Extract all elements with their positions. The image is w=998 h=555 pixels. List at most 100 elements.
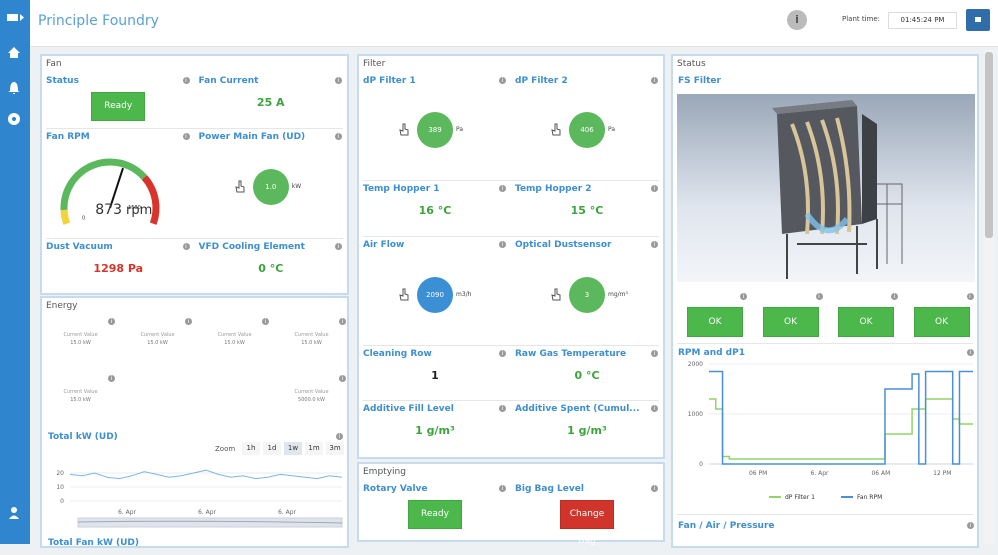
widget-value: 1 g/m³ — [567, 424, 607, 437]
info-icon[interactable]: i — [891, 293, 898, 300]
status-indicator[interactable]: OK — [762, 307, 819, 337]
info-icon[interactable]: i — [182, 133, 190, 140]
zoom-button[interactable]: 1m — [305, 442, 323, 455]
info-icon[interactable]: i — [967, 522, 974, 529]
menu-arrow — [20, 14, 24, 21]
user-icon-body — [9, 515, 19, 519]
status-indicator[interactable]: OK — [687, 307, 743, 337]
info-icon[interactable]: i — [651, 241, 658, 248]
touch-icon — [551, 123, 561, 136]
home-icon[interactable] — [8, 47, 20, 58]
info-icon[interactable]: i — [335, 77, 342, 84]
info-icon[interactable]: i — [339, 375, 346, 382]
bell-icon[interactable] — [8, 82, 20, 94]
info-icon[interactable]: i — [185, 318, 192, 325]
info-icon[interactable]: i — [815, 293, 823, 300]
info-icon[interactable]: i — [967, 349, 974, 356]
widget-label: Fan RPM — [46, 132, 90, 142]
action-button[interactable]: Ready — [91, 92, 146, 121]
info-icon[interactable]: i — [108, 318, 115, 325]
widget-value: 0 °C — [258, 262, 284, 275]
info-icon[interactable]: i — [336, 433, 343, 440]
value-unit: kW — [291, 183, 302, 190]
filter-legs — [786, 219, 878, 279]
legend-label: Fan RPM — [857, 494, 882, 501]
y-tick-label: 0 — [60, 498, 64, 505]
value-unit: m3/h — [456, 290, 472, 298]
info-icon[interactable]: i — [651, 77, 658, 84]
touch-icon-shape — [551, 123, 561, 136]
info-icon[interactable]: i — [740, 293, 747, 300]
sidebar-icons — [7, 14, 24, 519]
legend-label: dP Filter 1 — [785, 494, 815, 501]
stairs — [877, 183, 903, 264]
series-line — [709, 370, 973, 465]
widget-label: Fan Current — [198, 76, 259, 86]
tile-value: 15.0 kW — [70, 397, 91, 403]
dashboard-icon-center — [12, 117, 16, 121]
gauge: 0 1500 873 rpm — [60, 158, 160, 225]
menu-icon[interactable] — [7, 14, 18, 21]
zoom-button[interactable]: 1h — [242, 442, 260, 455]
zoom-label: Zoom — [215, 445, 236, 453]
tile-label: Current Value — [294, 389, 329, 395]
action-button[interactable]: Ready — [408, 500, 462, 529]
filter-pipes — [790, 117, 852, 235]
value-circle: 406 — [569, 112, 605, 148]
info-icon[interactable]: i — [499, 185, 506, 192]
zoom-button[interactable]: 1w — [284, 442, 302, 455]
info-icon[interactable]: i — [499, 241, 506, 248]
info-icon[interactable]: i — [651, 185, 658, 192]
app-title: Principle Foundry — [38, 13, 159, 29]
value-circle: 3 — [569, 276, 605, 313]
sidebar — [0, 0, 30, 544]
air-flow — [804, 212, 850, 234]
tile-label: Current Value — [294, 332, 329, 338]
status-indicator[interactable]: OK — [913, 307, 970, 337]
zoom-button[interactable]: 1d — [263, 442, 281, 455]
info-icon[interactable]: i — [651, 405, 658, 412]
touch-icon — [399, 123, 409, 136]
user-icon[interactable] — [11, 507, 17, 513]
info-icon[interactable]: i — [339, 318, 346, 325]
status-indicator[interactable]: OK — [838, 307, 894, 337]
value-circle: 389 — [417, 112, 453, 148]
value-unit: mg/m³ — [608, 290, 628, 298]
menu-button-icon — [975, 17, 981, 22]
tile-value: 15.0 kW — [301, 340, 322, 346]
info-icon[interactable]: i — [108, 375, 115, 382]
info-icon[interactable]: i — [966, 293, 974, 300]
info-button[interactable]: i — [787, 10, 807, 30]
touch-icon-shape — [235, 180, 245, 193]
info-icon[interactable]: i — [499, 350, 506, 357]
value-circle: 2090 — [417, 276, 453, 313]
row-divider — [363, 236, 659, 237]
tile-label: Current Value — [217, 332, 252, 338]
info-icon[interactable]: i — [262, 318, 269, 325]
panel-title: Energy — [46, 301, 78, 311]
scrollbar[interactable] — [984, 50, 994, 544]
energy-panel: Energy i Current Value 15.0 kW i Current Valu… — [40, 296, 349, 548]
info-icon[interactable]: i — [651, 350, 658, 357]
info-icon[interactable]: i — [182, 77, 190, 84]
gauge-band — [141, 175, 160, 225]
info-icon[interactable]: i — [182, 243, 190, 250]
widget-label: Air Flow — [363, 240, 405, 250]
info-icon[interactable]: i — [335, 133, 342, 140]
info-icon[interactable]: i — [499, 405, 506, 412]
fan-panel: Fan Status i Ready Fan Current i 25 A Fan RPM i 0… — [40, 54, 349, 295]
widget-label: Raw Gas Temperature — [515, 349, 627, 359]
menu-button[interactable] — [966, 9, 990, 31]
filter-image — [677, 94, 975, 282]
tile-value: 15.0 kW — [70, 340, 91, 346]
info-icon[interactable]: i — [499, 485, 506, 492]
info-icon[interactable]: i — [335, 243, 342, 250]
scrollbar-thumb[interactable] — [985, 52, 993, 238]
info-icon[interactable]: i — [651, 485, 658, 492]
widget-value: 1 — [431, 369, 439, 382]
zoom-button[interactable]: 3m — [326, 442, 344, 455]
widget-label: Cleaning Row — [363, 349, 432, 359]
info-icon[interactable]: i — [499, 77, 506, 84]
action-button[interactable]: Change Bag — [560, 500, 614, 546]
